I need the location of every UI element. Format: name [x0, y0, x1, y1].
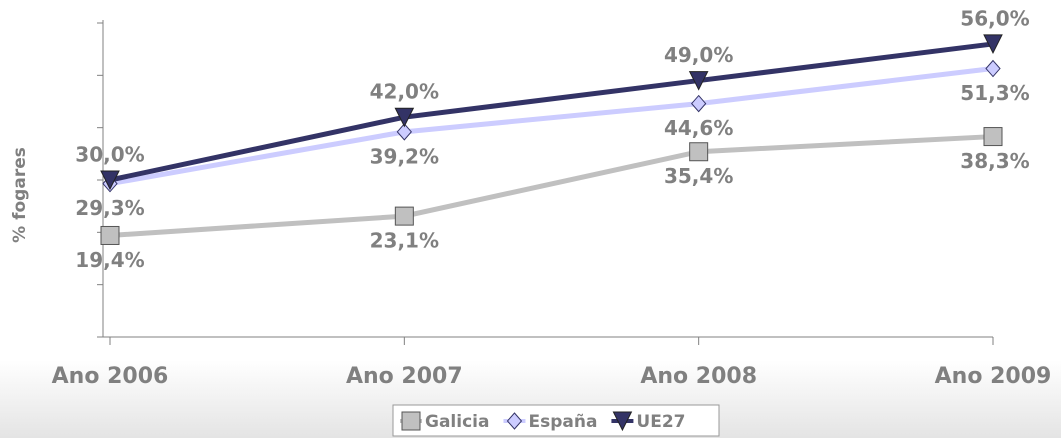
- marker: [612, 411, 633, 432]
- legend-label: Galicia: [425, 412, 489, 432]
- x-tick-label: Ano 2007: [346, 364, 463, 389]
- legend-label: España: [528, 412, 597, 432]
- marker: [688, 71, 709, 91]
- data-label: 44,6%: [664, 116, 733, 140]
- data-label: 56,0%: [960, 6, 1029, 30]
- data-label: 23,1%: [370, 229, 439, 253]
- data-label: 19,4%: [75, 248, 144, 272]
- series-line: [109, 66, 994, 187]
- legend: [392, 404, 720, 437]
- marker: [396, 123, 412, 141]
- data-label: 51,3%: [960, 81, 1029, 105]
- data-label: 35,4%: [664, 164, 733, 188]
- data-label: 29,3%: [75, 196, 144, 220]
- x-tick-label: Ano 2008: [640, 364, 757, 389]
- series-line: [109, 134, 994, 238]
- x-tick-label: Ano 2009: [935, 364, 1052, 389]
- data-label: 38,3%: [960, 149, 1029, 173]
- series-line: [109, 41, 994, 183]
- marker: [506, 412, 523, 430]
- marker: [100, 170, 120, 191]
- marker: [100, 225, 120, 245]
- marker: [394, 206, 414, 226]
- marker: [983, 34, 1003, 55]
- marker: [401, 411, 421, 431]
- marker: [691, 94, 707, 113]
- data-label: 42,0%: [370, 80, 439, 104]
- marker: [985, 59, 1001, 78]
- legend-label: UE27: [636, 412, 685, 432]
- data-label: 49,0%: [664, 43, 733, 67]
- marker: [394, 107, 415, 128]
- x-tick-label: Ano 2006: [52, 364, 169, 389]
- data-label: 39,2%: [370, 144, 439, 168]
- y-axis-label: % fogares: [10, 147, 30, 243]
- data-label: 30,0%: [75, 143, 144, 167]
- marker: [689, 142, 709, 162]
- marker: [983, 127, 1003, 147]
